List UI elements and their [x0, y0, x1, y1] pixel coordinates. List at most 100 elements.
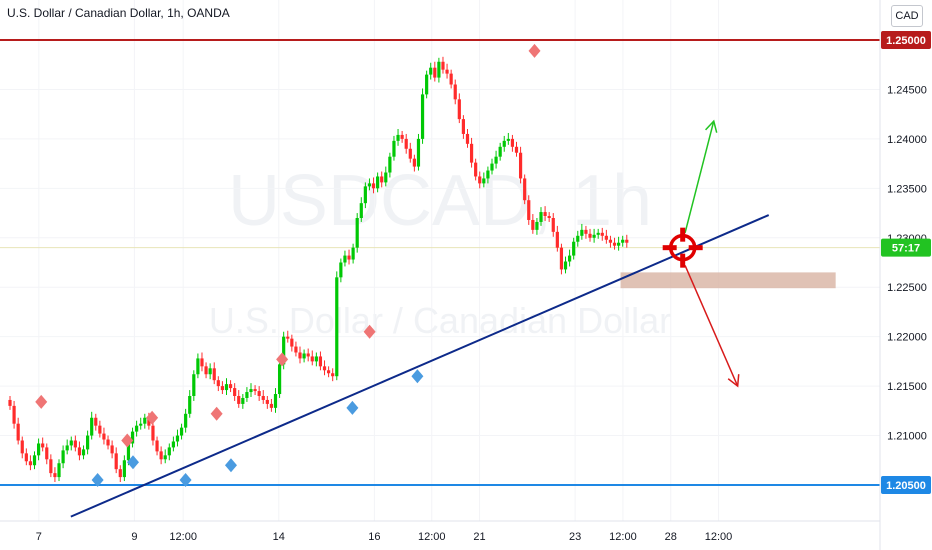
candle-body [53, 473, 57, 478]
candle-body [494, 156, 498, 164]
candle-body [32, 455, 37, 466]
candle-body [457, 99, 461, 120]
candle-body [371, 183, 376, 189]
x-tick-label: 9 [131, 531, 137, 543]
arrow-up-head-icon [705, 119, 718, 133]
candle-body [608, 239, 613, 243]
candle-body [155, 440, 159, 452]
candle-body [576, 235, 580, 242]
grid [0, 0, 880, 521]
candle-body [286, 336, 290, 339]
candle-body [514, 146, 519, 153]
candle-body [86, 435, 90, 450]
pivot-low-icon [179, 473, 192, 488]
candle-body [130, 431, 135, 444]
price-label-text: 57:17 [892, 243, 920, 255]
watermark-name: U.S. Dollar / Canadian Dollar [209, 300, 671, 341]
price-label-box [881, 476, 931, 494]
demand-zone-rect [620, 272, 836, 289]
candle-body [551, 218, 555, 232]
candle-body [465, 133, 470, 144]
candle-body [445, 69, 449, 74]
candle-body [441, 61, 445, 70]
pivot-low-icon [126, 455, 139, 470]
candle-body [277, 364, 282, 395]
price-labels: 1.25000 1.20500 57:17 [881, 31, 931, 494]
candle-body [547, 216, 551, 218]
candle-body [28, 461, 33, 466]
candle-body [543, 212, 547, 217]
pivot-high-icon [146, 410, 159, 425]
watermark-symbol: USDCAD, 1h [228, 161, 652, 241]
candle-body [265, 399, 269, 404]
candle-body [568, 255, 572, 262]
candle-body [249, 389, 253, 393]
projection-arrows[interactable] [684, 119, 740, 388]
candle-body [437, 61, 441, 78]
candle-body [490, 163, 494, 171]
candle-body [314, 356, 318, 362]
candle-body [302, 353, 306, 359]
target-crosshair-icon[interactable] [662, 227, 703, 268]
candle-body [257, 391, 261, 396]
candle-body [61, 450, 65, 464]
pivot-low-icon [91, 473, 104, 488]
arrow-up-line [684, 120, 715, 234]
candle-body [196, 358, 200, 375]
candle-body [355, 218, 359, 248]
candle-body [118, 469, 122, 478]
candle-body [20, 440, 24, 454]
candle-body [380, 176, 384, 183]
trendline[interactable] [70, 214, 770, 518]
candle-body [612, 242, 617, 246]
candle-body [396, 134, 400, 141]
candle-body [114, 453, 118, 470]
currency-selector[interactable]: CAD [891, 5, 923, 27]
candle-body [572, 241, 576, 256]
candle-body [77, 447, 82, 456]
candle-body [167, 447, 171, 456]
candle-body [600, 232, 604, 236]
y-tick-label: 1.22500 [887, 282, 927, 294]
pivot-high-icon [210, 406, 223, 421]
pivot-high-icon [35, 394, 48, 409]
pivot-low-icon [411, 369, 424, 384]
candle-body [110, 445, 114, 454]
candle-body [486, 170, 490, 179]
time-axis[interactable]: 7 9 12:00 14 16 12:00 21 23 12:00 28 12:00 [36, 531, 733, 543]
candle-body [269, 403, 274, 408]
candle-body [592, 234, 596, 238]
price-label-text: 1.20500 [886, 480, 926, 492]
candle-body [163, 455, 167, 460]
candle-body [126, 443, 131, 461]
candle-body [584, 229, 588, 234]
candle-body [433, 67, 437, 78]
price-label-text: 1.25000 [886, 35, 926, 47]
candle-body [290, 338, 294, 347]
candle-body [65, 445, 69, 451]
candle-body [49, 459, 53, 474]
support-zone[interactable] [620, 272, 836, 289]
x-tick-label: 7 [36, 531, 42, 543]
candle-body [188, 396, 192, 414]
candle-body [245, 392, 249, 398]
candle-body [90, 417, 94, 436]
candle-body [298, 352, 302, 359]
candle-body [429, 67, 433, 75]
candle-body [388, 156, 392, 173]
candle-body [261, 396, 265, 400]
candle-body [359, 203, 363, 218]
y-tick-label: 1.22000 [887, 332, 927, 344]
symbol-title[interactable]: U.S. Dollar / Canadian Dollar, 1h, OANDA [7, 6, 230, 20]
candle-body [200, 358, 204, 367]
candle-body [416, 138, 421, 167]
candle-body [175, 435, 180, 442]
pivot-markers [35, 43, 541, 488]
pivot-high-icon [528, 43, 541, 58]
price-axis[interactable]: 1.245001.240001.235001.230001.225001.220… [887, 84, 927, 442]
candle-body [310, 356, 314, 362]
candle-body [367, 183, 372, 187]
x-tick-label: 28 [665, 531, 677, 543]
candle-body [12, 405, 16, 424]
